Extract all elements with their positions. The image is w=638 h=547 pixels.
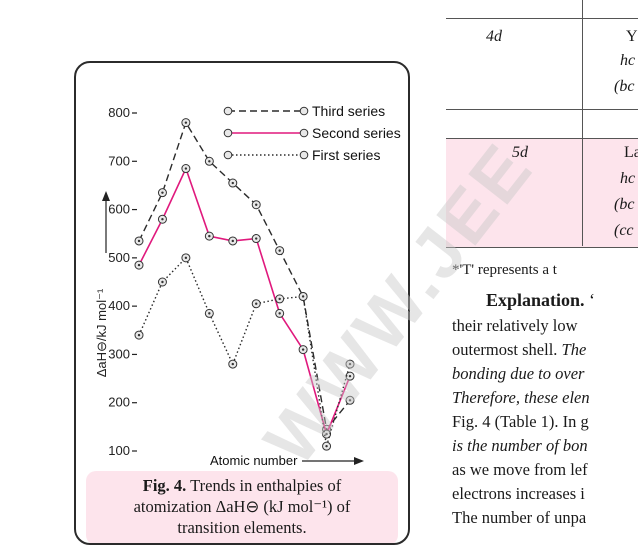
data-table: 4d Y hc (bc 5d La hc (bc (cc	[446, 0, 638, 248]
x-axis-arrowhead	[354, 457, 364, 465]
data-point-center	[184, 167, 188, 170]
legend-label: Second series	[312, 125, 401, 141]
data-point-center	[348, 362, 352, 366]
data-point-center	[161, 218, 164, 221]
data-point-center	[161, 280, 164, 284]
table-row2-c3: (bc	[614, 196, 635, 213]
series-line	[138, 256, 351, 447]
legend-marker	[223, 106, 233, 116]
y-tick-label: 200	[108, 395, 130, 410]
text-line-3a: outermost shell.	[452, 340, 562, 359]
y-tick-label: 800	[108, 105, 130, 120]
table-row2-c1: La	[624, 144, 638, 161]
y-tick-label: 300	[108, 346, 130, 361]
data-point-center	[301, 348, 305, 351]
data-point-center	[255, 237, 258, 240]
data-point-center	[208, 234, 211, 238]
data-point-center	[278, 312, 281, 315]
text-line-3: outermost shell. The	[452, 340, 586, 360]
text-line-8: as we move from lef	[452, 460, 588, 479]
table-row2-c2: hc	[620, 170, 636, 187]
data-point-center	[184, 121, 188, 124]
y-tick-label: 700	[108, 153, 130, 168]
data-point-center	[348, 399, 352, 402]
caption-label: Fig. 4.	[142, 476, 187, 495]
data-point-center	[137, 263, 141, 267]
text-line-9: electrons increases i	[452, 484, 585, 503]
text-line-6: Fig. 4 (Table 1). In g	[452, 412, 589, 431]
data-point-center	[231, 239, 234, 243]
table-row1-c2: hc	[620, 52, 636, 69]
y-tick-label: 500	[108, 250, 130, 265]
table-row1-c3: (bc	[614, 78, 635, 95]
table-shade-row	[446, 138, 638, 248]
data-point-center	[348, 374, 352, 378]
table-row	[446, 18, 638, 110]
table-row1-c1: Y	[626, 28, 638, 45]
text-line-7: is the number of bon	[452, 436, 588, 455]
data-point-center	[231, 181, 234, 185]
text-line-1-rest: ‘	[584, 290, 596, 310]
data-point-center	[255, 203, 258, 206]
legend-marker	[299, 150, 309, 160]
series-line	[138, 166, 351, 437]
figure-caption: Fig. 4. Trends in enthalpies of atomizat…	[86, 471, 398, 543]
text-line-3b: The	[561, 340, 587, 359]
legend-marker	[299, 128, 309, 138]
y-axis-label: ΔaH⊖/kJ mol⁻¹	[94, 288, 109, 377]
footnote: *'T' represents a t	[452, 262, 557, 278]
data-point-center	[278, 297, 281, 301]
legend-label: First series	[312, 147, 380, 163]
explanation-heading: Explanation.	[486, 290, 585, 310]
legend-marker	[299, 106, 309, 116]
text-line-2: their relatively low	[452, 316, 578, 335]
table-row2-label: 5d	[512, 144, 528, 161]
data-point-center	[325, 444, 328, 448]
text-line-1: Explanation. ‘	[486, 290, 595, 311]
data-point-center	[161, 191, 164, 194]
data-point-center	[208, 312, 211, 315]
data-point-center	[325, 432, 328, 436]
x-axis-label: Atomic number	[210, 453, 298, 468]
legend-marker	[223, 128, 233, 138]
data-point-center	[137, 239, 141, 243]
data-point-center	[255, 302, 258, 305]
text-line-4: bonding due to over	[452, 364, 585, 383]
data-point-center	[208, 160, 211, 163]
y-axis-arrowhead	[102, 191, 110, 201]
caption-line3: transition elements.	[177, 518, 307, 537]
chart: 100 200 300 400 500 600 700 800 ΔaH⊖/kJ mol⁻¹ Ato…	[94, 103, 401, 468]
data-point-center	[184, 256, 188, 260]
data-point-center	[278, 249, 281, 252]
legend-label: Third series	[312, 103, 385, 119]
y-tick-label: 100	[108, 443, 130, 458]
series-line	[138, 121, 351, 431]
y-tick-label: 600	[108, 202, 130, 217]
table-row2-c4: (cc	[614, 222, 634, 239]
y-tick-label: 400	[108, 298, 130, 313]
caption-line1: Trends in enthalpies of	[190, 476, 342, 495]
table-col-divider	[582, 0, 583, 246]
data-point-center	[301, 295, 305, 298]
text-line-10: The number of unpa	[452, 508, 587, 527]
data-point-center	[137, 333, 141, 337]
text-line-5: Therefore, these elen	[452, 388, 590, 407]
table-row1-label: 4d	[486, 28, 502, 45]
legend-marker	[223, 150, 233, 160]
data-point-center	[231, 362, 234, 366]
caption-line2: atomization ΔaH⊖ (kJ mol⁻¹) of	[133, 497, 351, 516]
figure-box: 100 200 300 400 500 600 700 800 ΔaH⊖/kJ mol⁻¹ Ato…	[74, 61, 410, 545]
